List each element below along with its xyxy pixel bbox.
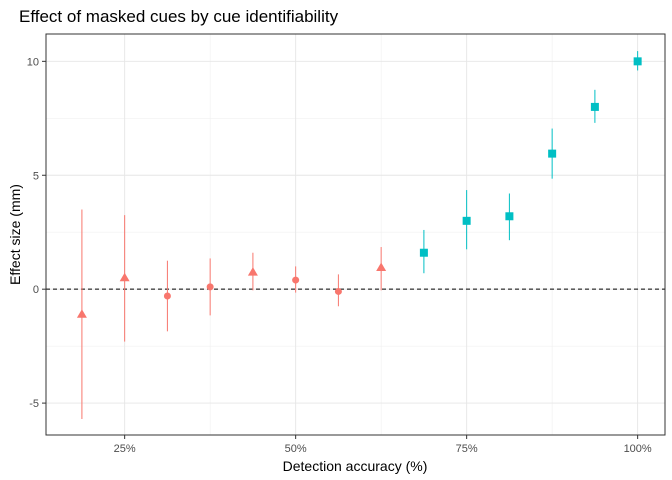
- data-point-square: [590, 102, 599, 111]
- plot-panel: [46, 34, 665, 435]
- data-point-square: [505, 212, 514, 221]
- data-point-square: [633, 57, 642, 66]
- data-point-circle: [334, 287, 342, 295]
- y-axis: -5 0 5 10: [27, 56, 46, 410]
- x-tick-label: 50%: [285, 443, 307, 455]
- x-axis: 25% 50% 75% 100%: [114, 435, 652, 455]
- x-axis-title: Detection accuracy (%): [283, 458, 428, 474]
- data-point-circle: [206, 283, 214, 291]
- x-tick-label: 25%: [114, 443, 136, 455]
- x-tick-label: 75%: [456, 443, 478, 455]
- y-tick-label: 5: [33, 170, 39, 182]
- y-tick-label: -5: [29, 398, 39, 410]
- data-point-square: [419, 248, 428, 257]
- data-point-triangle: [76, 309, 87, 318]
- data-point-circle: [292, 276, 300, 284]
- x-tick-label: 100%: [624, 443, 652, 455]
- data-point-square: [548, 149, 557, 158]
- chart-title: Effect of masked cues by cue identifiabi…: [19, 7, 339, 26]
- data-point-triangle: [119, 272, 130, 282]
- y-axis-title: Effect size (mm): [7, 184, 23, 285]
- y-tick-label: 0: [33, 284, 39, 296]
- data-marks: [76, 51, 642, 420]
- y-tick-label: 10: [27, 56, 39, 68]
- data-point-circle: [163, 292, 171, 300]
- data-point-square: [462, 216, 471, 225]
- data-point-triangle: [376, 262, 387, 272]
- plot-border: [45, 33, 666, 436]
- grid: [46, 34, 665, 435]
- data-point-triangle: [247, 267, 258, 276]
